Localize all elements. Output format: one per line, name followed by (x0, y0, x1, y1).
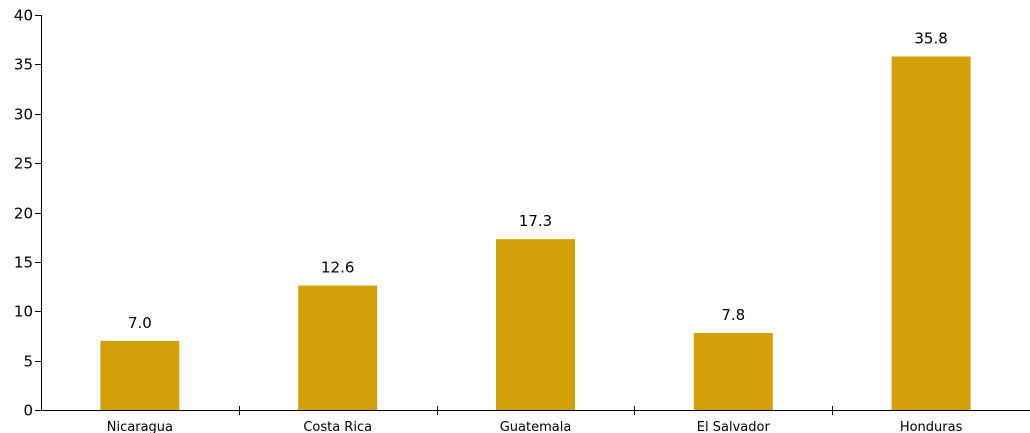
x-axis-ticks: Nicaragua Costa Rica Guatemala El Salvador H… (107, 406, 963, 433)
bar-value-label: 17.3 (519, 212, 552, 230)
y-tick-label: 25 (14, 155, 33, 173)
x-tick-label: Honduras (900, 420, 963, 433)
bar-value-label: 7.0 (128, 314, 152, 332)
y-tick-label: 40 (14, 7, 33, 25)
x-tick-label: Guatemala (500, 420, 572, 433)
y-tick-label: 0 (23, 402, 33, 420)
data-labels-group: 7.0 12.6 17.3 7.8 35.8 (128, 29, 948, 331)
y-tick-label: 15 (14, 254, 33, 272)
bar (891, 56, 971, 410)
bar-value-label: 35.8 (914, 29, 947, 47)
x-tick-label: Costa Rica (303, 420, 372, 433)
bar-value-label: 7.8 (721, 306, 745, 324)
x-tick-label: El Salvador (697, 420, 771, 433)
bar (693, 332, 773, 410)
x-tick-label: Nicaragua (107, 420, 173, 433)
y-tick-label: 20 (14, 205, 33, 223)
y-axis-ticks: 0 5 10 15 20 25 30 35 40 (14, 7, 41, 420)
y-tick-label: 5 (23, 353, 33, 371)
bar-value-label: 12.6 (321, 259, 354, 277)
bar (100, 340, 180, 410)
y-tick-label: 35 (14, 56, 33, 74)
bar (496, 239, 575, 410)
bar (298, 285, 378, 410)
y-tick-label: 10 (14, 303, 33, 321)
y-tick-label: 30 (14, 106, 33, 124)
bars-group (100, 56, 971, 410)
